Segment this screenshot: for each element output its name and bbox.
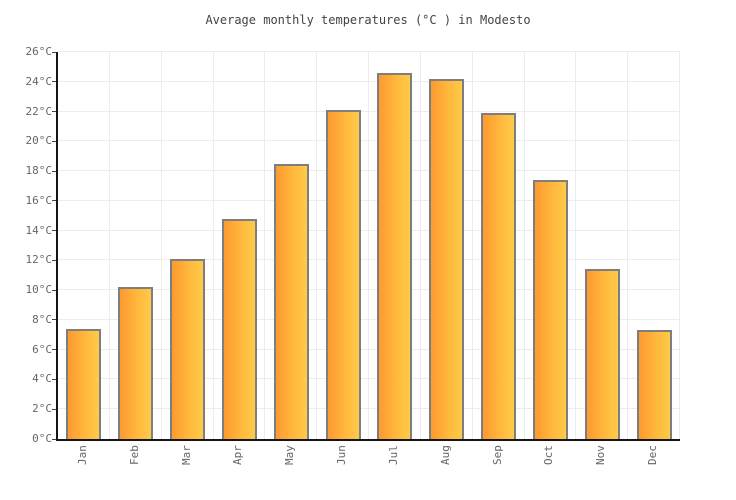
y-tick-label: 10°C <box>25 283 53 297</box>
gridline-horizontal <box>58 110 680 112</box>
y-tick-label: 20°C <box>25 134 53 148</box>
y-tick-mark <box>52 200 56 202</box>
gridline-vertical <box>523 52 525 439</box>
y-tick-label: 12°C <box>25 253 53 267</box>
gridline-horizontal <box>58 51 680 52</box>
y-tick-mark <box>52 319 56 321</box>
y-tick-mark <box>52 259 56 261</box>
bar-jul <box>377 72 413 439</box>
y-tick-mark <box>52 81 56 83</box>
gridline-vertical <box>160 52 162 439</box>
y-tick-mark <box>52 408 56 410</box>
gridline-horizontal <box>58 378 680 380</box>
y-tick-label: 16°C <box>25 193 53 207</box>
gridline-vertical <box>575 52 577 439</box>
y-tick-label: 6°C <box>32 342 52 356</box>
gridline-vertical <box>471 52 473 439</box>
gridline-horizontal <box>58 289 680 291</box>
y-tick-label: 14°C <box>25 223 53 237</box>
gridline-horizontal <box>58 140 680 142</box>
gridline-vertical <box>108 52 110 439</box>
gridline-vertical <box>679 52 680 439</box>
gridline-horizontal <box>58 408 680 410</box>
bar-sep <box>481 113 517 439</box>
x-tick-label-may: May <box>283 445 297 465</box>
gridline-vertical <box>368 52 369 439</box>
bar-aug <box>429 78 465 439</box>
x-tick-label-oct: Oct <box>542 445 556 465</box>
y-tick-label: 18°C <box>25 164 53 178</box>
x-tick-label-jul: Jul <box>386 445 400 465</box>
bar-nov <box>584 269 620 439</box>
x-tick-label-feb: Feb <box>127 445 141 465</box>
chart-title: Average monthly temperatures (°C ) in Mo… <box>205 13 531 27</box>
y-tick-label: 24°C <box>25 74 53 88</box>
y-tick-label: 4°C <box>32 372 52 386</box>
y-tick-mark <box>52 111 56 113</box>
bar-may <box>273 163 309 439</box>
y-tick-label: 0°C <box>32 432 52 445</box>
y-tick-mark <box>52 170 56 172</box>
bar-dec <box>636 330 672 439</box>
gridline-vertical <box>627 52 629 439</box>
y-tick-mark <box>52 378 56 380</box>
bar-oct <box>532 180 568 439</box>
gridline-horizontal <box>58 170 680 172</box>
x-tick-label-nov: Nov <box>594 445 608 465</box>
x-tick-label-jun: Jun <box>335 445 349 465</box>
x-tick-label-dec: Dec <box>646 445 660 465</box>
gridline-horizontal <box>58 199 680 201</box>
x-tick-label-apr: Apr <box>231 445 245 465</box>
plot-area <box>56 51 680 441</box>
gridline-vertical <box>419 52 421 439</box>
gridline-vertical <box>212 52 214 439</box>
gridline-vertical <box>316 52 318 439</box>
gridline-horizontal <box>58 80 680 82</box>
x-tick-label-jan: Jan <box>75 445 89 465</box>
bar-apr <box>221 218 257 439</box>
y-tick-label: 8°C <box>32 312 52 326</box>
y-tick-label: 2°C <box>32 402 52 416</box>
gridline-horizontal <box>58 259 680 261</box>
y-tick-label: 22°C <box>25 104 53 118</box>
gridline-vertical <box>264 52 266 439</box>
bar-jun <box>325 110 361 439</box>
y-tick-mark <box>52 289 56 291</box>
x-tick-label-sep: Sep <box>490 445 504 465</box>
bar-feb <box>118 287 154 439</box>
gridline-horizontal <box>58 348 680 350</box>
y-tick-mark <box>52 349 56 351</box>
y-tick-mark <box>52 230 56 232</box>
gridline-horizontal <box>58 318 680 320</box>
bar-mar <box>170 258 206 439</box>
gridline-horizontal <box>58 229 680 231</box>
x-tick-label-mar: Mar <box>179 445 193 465</box>
y-tick-mark <box>52 51 56 53</box>
y-tick-label: 26°C <box>25 45 53 58</box>
y-tick-mark <box>52 140 56 142</box>
x-tick-label-aug: Aug <box>438 445 452 465</box>
y-tick-mark <box>52 438 56 440</box>
bar-jan <box>66 328 102 439</box>
